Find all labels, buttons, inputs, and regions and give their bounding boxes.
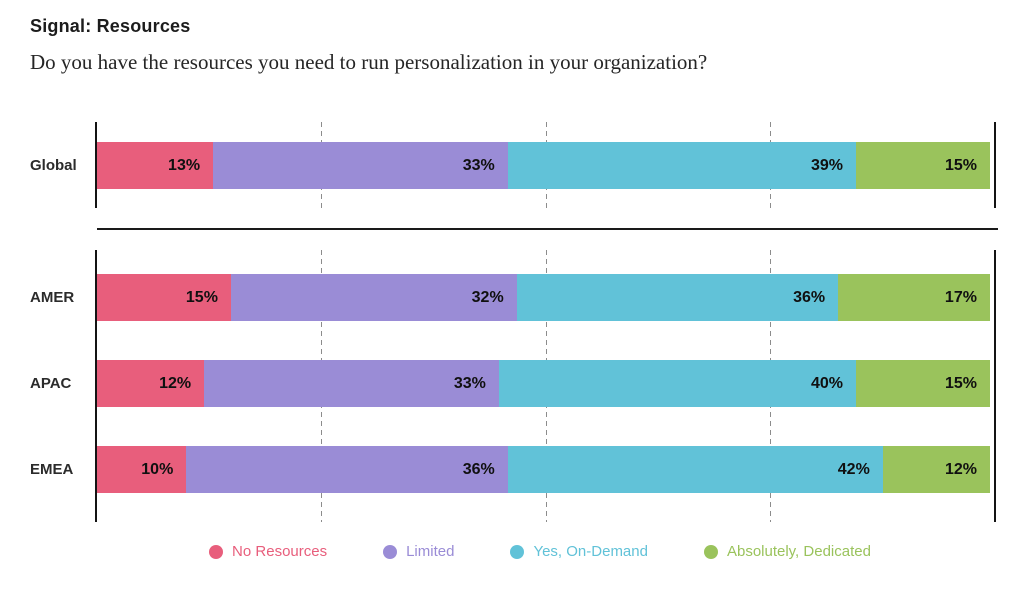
panel-separator-line	[97, 228, 998, 230]
bar-value-label: 12%	[159, 374, 192, 392]
legend-swatch-icon	[209, 544, 224, 559]
chart-panel-global: Global 13% 33% 39% 15%	[30, 122, 996, 208]
y-axis-line	[95, 250, 97, 522]
bar-row-apac: 12% 33% 40% 15%	[97, 360, 990, 407]
bar-value-label: 17%	[944, 288, 977, 306]
bar-segment: 39%	[507, 142, 857, 189]
bar-value-label: 39%	[811, 156, 844, 174]
bar-segment: 36%	[516, 274, 839, 321]
category-label-amer: AMER	[30, 289, 75, 306]
legend-label: No Resources	[232, 543, 328, 560]
legend-label: Yes, On-Demand	[533, 543, 648, 560]
bar-segment: 15%	[97, 274, 231, 321]
legend-item-no-resources: No Resources	[209, 543, 327, 560]
bar-segment: 36%	[186, 446, 508, 493]
bar-value-label: 12%	[944, 460, 977, 478]
category-label-apac: APAC	[30, 375, 72, 392]
legend-label: Limited	[406, 543, 455, 560]
bar-segment: 12%	[97, 360, 205, 407]
legend-swatch-icon	[510, 544, 525, 559]
chart-question: Do you have the resources you need to ru…	[30, 50, 708, 74]
bar-value-label: 33%	[462, 156, 495, 174]
bar-value-label: 36%	[462, 460, 495, 478]
bar-segment: 33%	[213, 142, 508, 189]
bar-row-emea: 10% 36% 42% 12%	[97, 446, 990, 493]
legend-item-absolutely-dedicated: Absolutely, Dedicated	[703, 543, 871, 560]
bar-value-label: 40%	[811, 374, 844, 392]
right-boundary-line	[994, 250, 996, 522]
bar-segment: 13%	[97, 142, 214, 189]
legend-swatch-icon	[383, 544, 398, 559]
bar-segment: 15%	[856, 142, 990, 189]
bar-segment: 15%	[856, 360, 990, 407]
legend-swatch-icon	[703, 544, 718, 559]
bar-segment: 33%	[204, 360, 499, 407]
bar-value-label: 15%	[944, 156, 977, 174]
legend-item-yes-on-demand: Yes, On-Demand	[510, 543, 648, 560]
bar-value-label: 32%	[471, 288, 504, 306]
right-boundary-line	[994, 122, 996, 208]
legend-label: Absolutely, Dedicated	[726, 543, 871, 560]
chart-legend: No Resources Limited Yes, On-Demand Absolut…	[0, 543, 1024, 560]
bar-segment: 17%	[838, 274, 990, 321]
bar-value-label: 10%	[141, 460, 174, 478]
bar-segment: 32%	[230, 274, 517, 321]
bar-value-label: 36%	[793, 288, 826, 306]
bar-value-label: 33%	[453, 374, 486, 392]
bar-segment: 40%	[498, 360, 857, 407]
bar-segment: 12%	[882, 446, 990, 493]
bar-row-amer: 15% 32% 36% 17%	[97, 274, 990, 321]
chart-panel-regions: AMER 15% 32% 36% 17% APAC 12% 33% 40% 15% EMEA 10% 3…	[30, 250, 996, 522]
chart-title: Signal: Resources	[30, 16, 191, 36]
category-label-global: Global	[30, 157, 77, 174]
bar-value-label: 15%	[944, 374, 977, 392]
bar-value-label: 15%	[185, 288, 218, 306]
bar-value-label: 42%	[837, 460, 870, 478]
category-label-emea: EMEA	[30, 461, 74, 478]
y-axis-line	[95, 122, 97, 208]
bar-value-label: 13%	[168, 156, 201, 174]
bar-row-global: 13% 33% 39% 15%	[97, 142, 990, 189]
legend-item-limited: Limited	[383, 543, 454, 560]
bar-segment: 10%	[97, 446, 187, 493]
bar-segment: 42%	[507, 446, 883, 493]
